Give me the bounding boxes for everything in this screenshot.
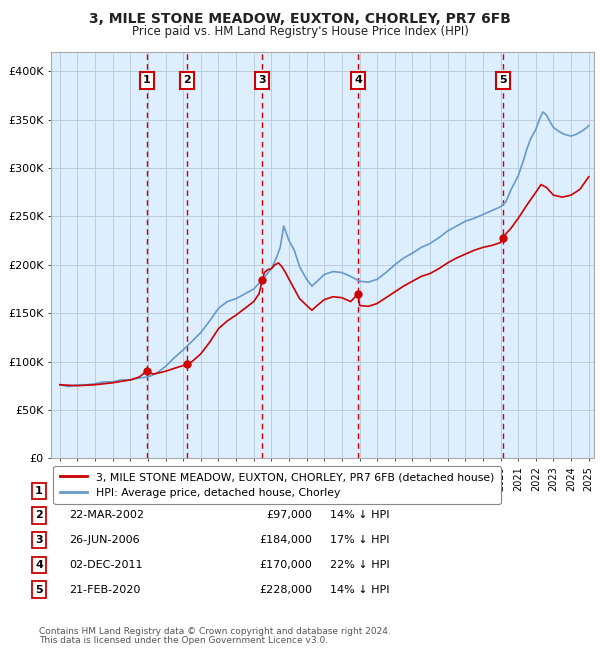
Text: 4: 4: [35, 560, 43, 570]
Text: Contains HM Land Registry data © Crown copyright and database right 2024.: Contains HM Land Registry data © Crown c…: [39, 627, 391, 636]
Text: 21-FEB-2020: 21-FEB-2020: [69, 584, 140, 595]
Text: 4: 4: [354, 75, 362, 85]
Text: 2: 2: [183, 75, 191, 85]
Text: £170,000: £170,000: [259, 560, 312, 570]
Text: This data is licensed under the Open Government Licence v3.0.: This data is licensed under the Open Gov…: [39, 636, 328, 645]
Text: 02-DEC-2011: 02-DEC-2011: [69, 560, 143, 570]
Text: £97,000: £97,000: [266, 510, 312, 521]
Text: 1: 1: [143, 75, 151, 85]
Text: Price paid vs. HM Land Registry's House Price Index (HPI): Price paid vs. HM Land Registry's House …: [131, 25, 469, 38]
Text: 22% ↓ HPI: 22% ↓ HPI: [330, 560, 389, 570]
Text: 22-MAR-2002: 22-MAR-2002: [69, 510, 144, 521]
Text: 17% ↓ HPI: 17% ↓ HPI: [330, 535, 389, 545]
Text: 14% ↓ HPI: 14% ↓ HPI: [330, 584, 389, 595]
Text: 26-JUN-2006: 26-JUN-2006: [69, 535, 140, 545]
Text: 5: 5: [499, 75, 507, 85]
Text: £184,000: £184,000: [259, 535, 312, 545]
Text: 3, MILE STONE MEADOW, EUXTON, CHORLEY, PR7 6FB: 3, MILE STONE MEADOW, EUXTON, CHORLEY, P…: [89, 12, 511, 26]
Text: 14% ↓ HPI: 14% ↓ HPI: [330, 510, 389, 521]
Legend: 3, MILE STONE MEADOW, EUXTON, CHORLEY, PR7 6FB (detached house), HPI: Average pr: 3, MILE STONE MEADOW, EUXTON, CHORLEY, P…: [53, 465, 500, 504]
Text: £89,950: £89,950: [266, 486, 312, 496]
Text: 2: 2: [35, 510, 43, 521]
Text: 5% ↓ HPI: 5% ↓ HPI: [330, 486, 382, 496]
Text: 30-NOV-1999: 30-NOV-1999: [69, 486, 143, 496]
Text: £228,000: £228,000: [259, 584, 312, 595]
Text: 1: 1: [35, 486, 43, 496]
Text: 5: 5: [35, 584, 43, 595]
Text: 3: 3: [259, 75, 266, 85]
Text: 3: 3: [35, 535, 43, 545]
